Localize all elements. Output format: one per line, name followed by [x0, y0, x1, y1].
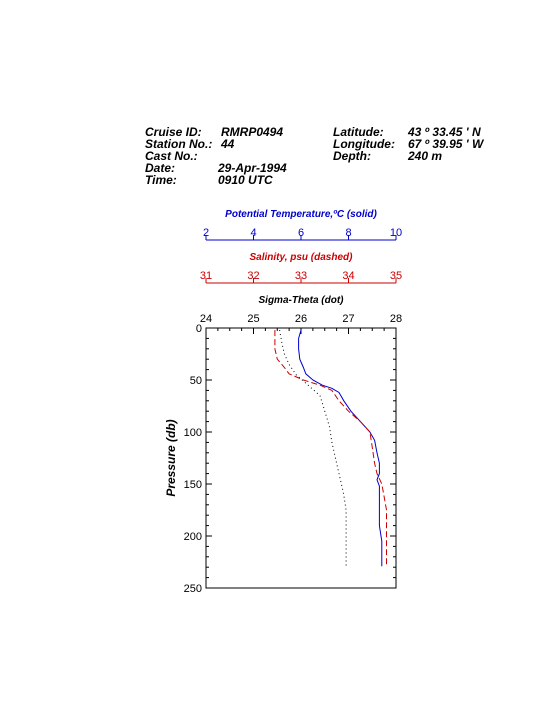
sigma-profile-line [279, 330, 347, 567]
time-value: 0910 UTC [218, 173, 273, 187]
pressure-tick-label: 100 [184, 427, 202, 439]
latitude-label: Latitude: [333, 125, 384, 139]
sigma-tick-label: 26 [295, 313, 307, 325]
temperature-tick-label: 4 [250, 227, 256, 239]
longitude-label: Longitude: [333, 137, 395, 151]
pressure-tick-label: 50 [190, 375, 202, 387]
temperature-tick-label: 6 [298, 227, 304, 239]
top-axes: Potential Temperature,ºC (solid)2 4 6 8 10Sa… [200, 209, 402, 325]
cruise-id-value: RMRP0494 [221, 125, 284, 139]
cruise-id-label: Cruise ID: [145, 125, 202, 139]
salinity-tick-label: 34 [342, 270, 354, 282]
longitude-value: 67 º 39.95 ' W [408, 137, 484, 151]
sigma-tick-label: 25 [247, 313, 259, 325]
date-value: 29-Apr-1994 [218, 161, 287, 175]
temperature-tick-label: 2 [203, 227, 209, 239]
salinity-tick-label: 33 [295, 270, 307, 282]
salinity-profile-line [274, 330, 387, 567]
salinity-tick-label: 32 [247, 270, 259, 282]
pressure-tick-label: 200 [184, 531, 202, 543]
station-label: Station No.: [145, 137, 213, 151]
pressure-tick-label: 150 [184, 479, 202, 491]
plot-frame: 0 50 100 150 200 250 Pressure (db) [164, 323, 397, 595]
latitude-value: 43 º 33.45 ' N [408, 125, 481, 139]
plot-frame-rect [205, 327, 397, 589]
sigma-tick-label: 24 [200, 313, 212, 325]
profile-series [274, 329, 387, 567]
salinity-axis-title: Salinity, psu (dashed) [250, 252, 354, 263]
depth-label: Depth: [333, 149, 371, 163]
temperature-tick-label: 8 [345, 227, 351, 239]
salinity-tick-label: 35 [390, 270, 402, 282]
sigma-axis-title: Sigma-Theta (dot) [259, 295, 345, 306]
salinity-tick-label: 31 [200, 270, 212, 282]
time-label: Time: [145, 173, 177, 187]
temperature-tick-label: 10 [390, 227, 402, 239]
pressure-tick-label: 0 [196, 323, 202, 335]
cast-label: Cast No.: [145, 149, 198, 163]
pressure-tick-label: 250 [184, 583, 202, 595]
temperature-axis-title: Potential Temperature,ºC (solid) [225, 209, 377, 220]
sigma-tick-label: 28 [390, 313, 402, 325]
date-label: Date: [145, 161, 176, 175]
temperature-profile-line [298, 329, 383, 567]
sigma-tick-label: 27 [342, 313, 354, 325]
station-value: 44 [221, 137, 235, 151]
pressure-axis-title: Pressure (db) [164, 419, 178, 496]
depth-value: 240 m [408, 149, 443, 163]
